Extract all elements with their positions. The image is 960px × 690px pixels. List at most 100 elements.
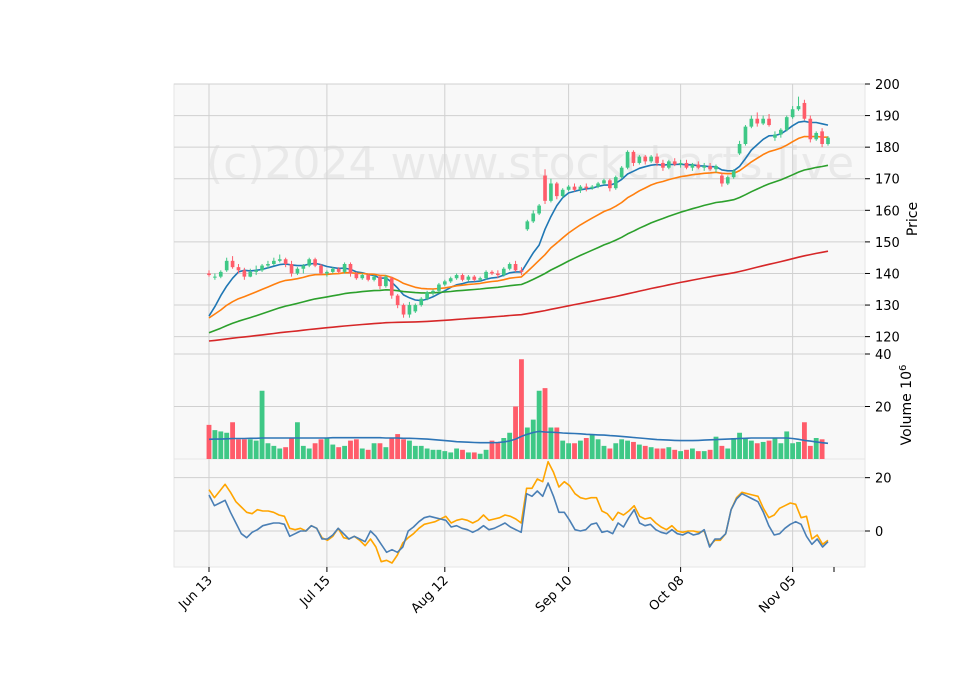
- candle-body: [260, 265, 264, 271]
- volume-bar: [772, 438, 778, 459]
- candle-body: [342, 264, 347, 272]
- candle-body: [513, 264, 518, 271]
- volume-bar: [542, 388, 548, 459]
- volume-bar: [336, 447, 342, 459]
- volume-bar: [760, 441, 766, 459]
- candle-body: [602, 180, 606, 184]
- candle-body: [755, 118, 760, 124]
- volume-bar: [513, 406, 518, 459]
- candle-body: [242, 270, 247, 277]
- candle-body: [437, 284, 441, 291]
- candle-body: [501, 268, 506, 276]
- candle-body: [425, 292, 429, 299]
- oscillator-fast-line: [208, 482, 829, 554]
- candle-body: [460, 275, 465, 280]
- price-axis-label: Price: [905, 202, 921, 236]
- candle-body: [389, 278, 394, 296]
- candle-body: [826, 137, 830, 144]
- volume-bar: [577, 440, 583, 459]
- candle-body: [454, 275, 459, 279]
- candle-body: [372, 276, 376, 280]
- volume-bar: [660, 448, 666, 459]
- price-tick-label: 160: [875, 204, 900, 219]
- volume-bar: [524, 427, 530, 459]
- volume-bar: [636, 444, 642, 459]
- candle-body: [714, 166, 718, 170]
- x-tick-labels: Jun 13 Jul 15 Aug 12 Sep 10 Oct 08 Nov 05: [176, 573, 800, 616]
- volume-bar: [607, 448, 613, 459]
- candle-body: [790, 109, 795, 118]
- volume-bar: [737, 432, 742, 459]
- volume-bar: [748, 440, 754, 459]
- volume-bar: [259, 390, 265, 459]
- candle-body: [224, 260, 229, 271]
- price-panel: [173, 83, 866, 355]
- candle-body: [431, 290, 435, 293]
- candle-body: [684, 162, 689, 168]
- volume-bar: [701, 451, 707, 459]
- candle-body: [761, 118, 765, 124]
- candle-body: [478, 278, 483, 280]
- y-tick-labels: 120 130 140 150 160 170 180 190 200 20 40 0 20: [875, 78, 900, 540]
- volume-bar: [312, 443, 318, 459]
- candle-body: [802, 102, 807, 119]
- volume-bar: [625, 440, 630, 459]
- volume-bar: [530, 419, 536, 459]
- volume-bar: [407, 440, 412, 459]
- price-tick-label: 140: [875, 267, 900, 282]
- candle-body: [413, 305, 418, 312]
- volume-bar: [471, 452, 477, 459]
- volume-bar: [395, 434, 401, 459]
- candle-body: [731, 170, 736, 178]
- volume-bar: [501, 438, 507, 459]
- watermark: (c)2024 www.stockcharts.live: [206, 138, 854, 189]
- volume-bar: [754, 443, 760, 459]
- volume-bar: [725, 448, 731, 459]
- candle-body: [213, 276, 217, 278]
- x-tick-label: Jul 15: [297, 573, 334, 610]
- candle-body: [531, 213, 536, 222]
- candle-body: [619, 167, 624, 178]
- candle-body: [779, 129, 783, 135]
- volume-bar: [247, 439, 253, 459]
- candle-body: [295, 268, 300, 274]
- candle-body: [578, 186, 583, 190]
- volume-bar: [477, 453, 483, 459]
- volume-bar: [583, 438, 589, 459]
- candle-body: [702, 166, 707, 168]
- candle-body: [613, 177, 618, 189]
- candle-body: [743, 126, 748, 144]
- volume-bar: [666, 447, 672, 459]
- candle-body: [625, 151, 630, 168]
- candle-body: [649, 156, 653, 162]
- volume-bar: [601, 445, 607, 459]
- candle-body: [319, 265, 323, 274]
- volume-bar: [277, 448, 283, 459]
- candle-body: [749, 118, 754, 127]
- volume-bar: [796, 441, 801, 459]
- candle-body: [313, 259, 317, 266]
- volume-bar: [495, 441, 501, 459]
- candle-body: [519, 270, 524, 272]
- volume-bar: [536, 390, 542, 459]
- volume-bar: [348, 440, 353, 459]
- candle-body: [773, 134, 777, 138]
- candle-body: [419, 298, 424, 306]
- volume-bar: [572, 443, 577, 459]
- axis-ticks: [208, 83, 870, 572]
- volume-bar: [230, 422, 235, 459]
- candle-body: [207, 273, 211, 276]
- candle-body: [784, 117, 789, 130]
- candle-body: [631, 151, 636, 163]
- candle-body: [325, 271, 329, 274]
- x-tick-label: Jun 13: [176, 573, 216, 613]
- volume-bar: [401, 439, 406, 459]
- volume-bar: [689, 448, 695, 459]
- candle-body: [472, 276, 477, 280]
- candle-body: [655, 156, 659, 163]
- price-tick-label: 150: [875, 236, 900, 251]
- volume-bar: [330, 444, 336, 459]
- candle-body: [661, 162, 665, 168]
- price-tick-label: 120: [875, 331, 900, 346]
- volume-bar: [318, 439, 324, 459]
